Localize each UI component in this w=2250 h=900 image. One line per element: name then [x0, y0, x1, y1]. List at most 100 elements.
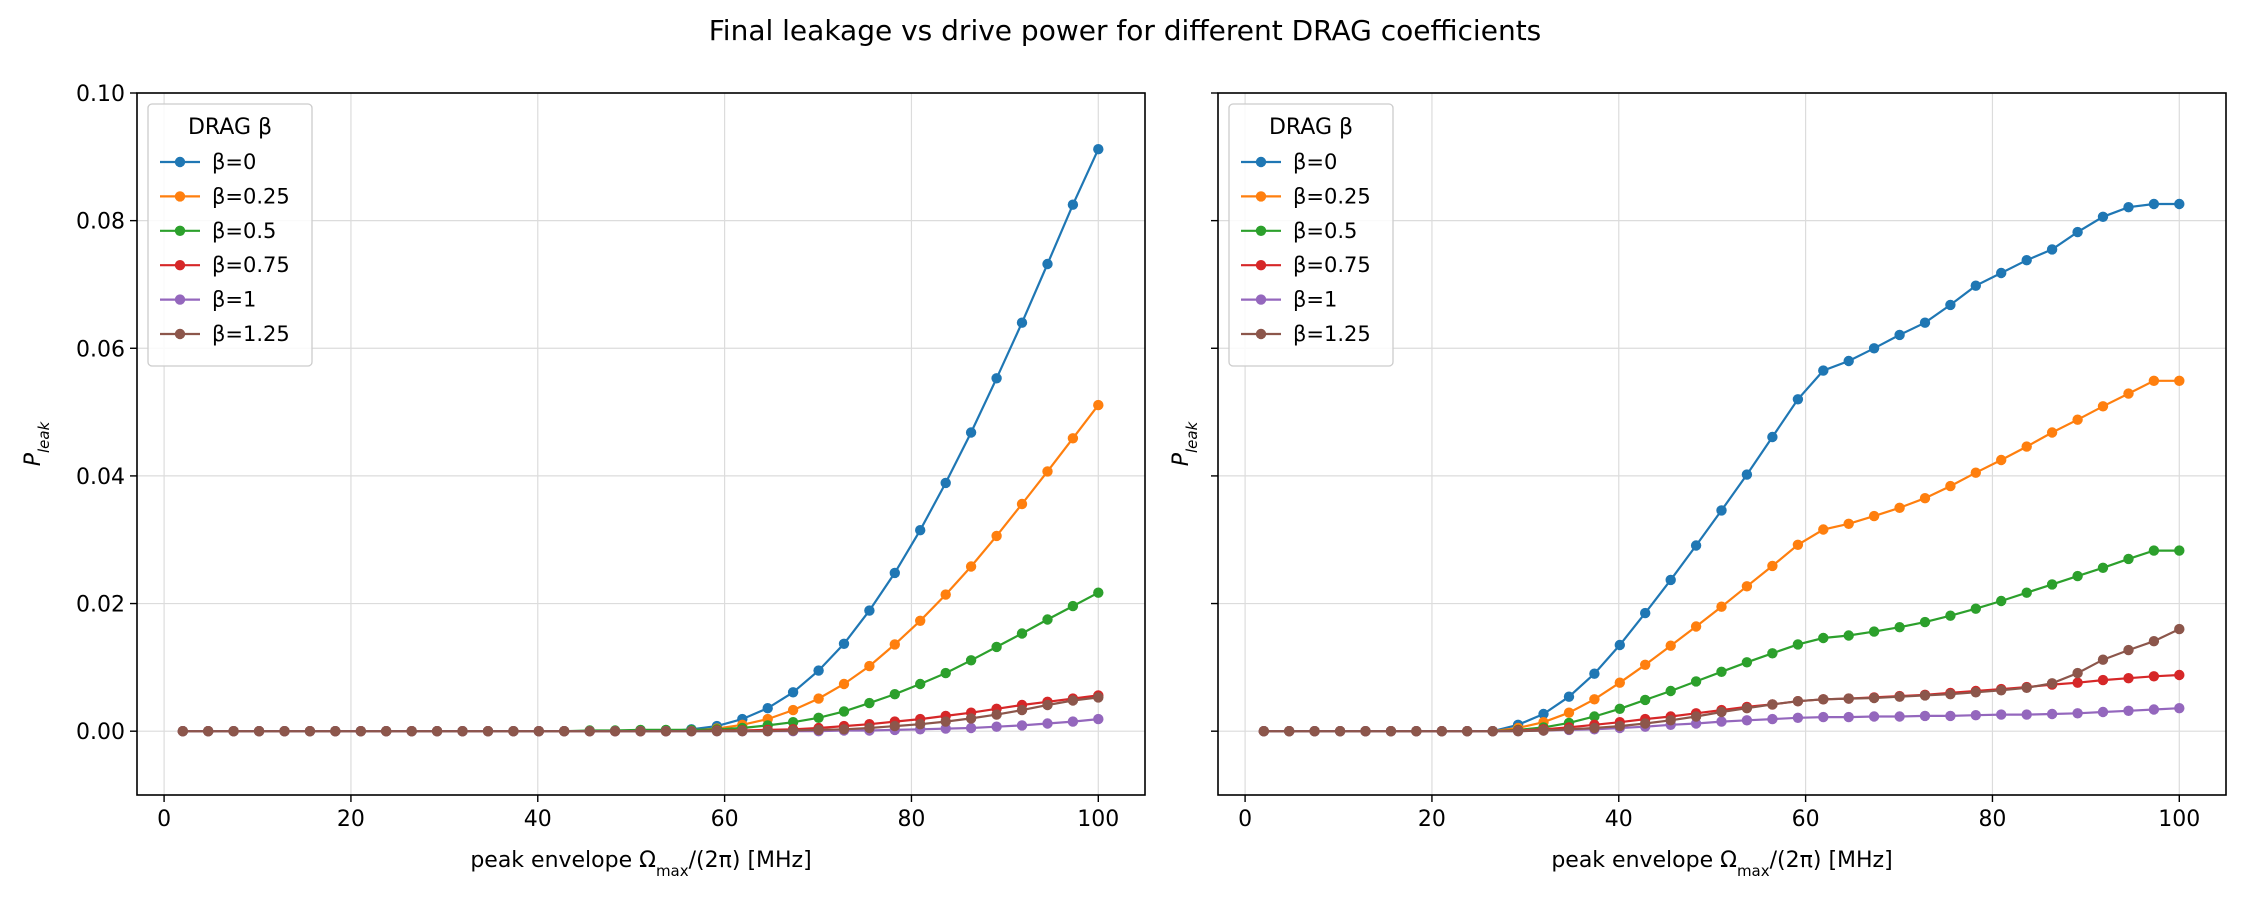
data-point: [1792, 696, 1804, 707]
data-point: [1042, 699, 1053, 711]
data-point: [1690, 676, 1702, 687]
data-point: [2123, 673, 2134, 684]
data-point: [1462, 726, 1473, 737]
data-point: [1563, 724, 1575, 735]
data-point: [1334, 726, 1346, 737]
x-tick-label: 60: [711, 807, 739, 832]
data-point: [762, 703, 773, 714]
data-point: [2148, 636, 2160, 647]
legend-label: β=0: [212, 150, 256, 174]
data-point: [2123, 202, 2134, 213]
x-tick-label: 100: [2158, 807, 2200, 832]
data-point: [1970, 687, 1982, 698]
data-point: [1792, 639, 1804, 650]
legend-item: β=0.75: [1241, 253, 1371, 277]
data-point: [203, 726, 214, 737]
data-point: [1614, 677, 1626, 688]
legend: DRAG β β=0 β=0.25 β=0.5 β=0.75 β=1 β=1.25: [147, 103, 313, 367]
data-point: [838, 638, 850, 649]
legend-item: β=0.25: [160, 184, 290, 208]
data-point: [1818, 711, 1829, 723]
data-point: [813, 724, 824, 736]
data-point: [431, 726, 443, 737]
data-point: [1945, 689, 1956, 700]
data-point: [1067, 716, 1079, 727]
data-point: [915, 678, 926, 690]
data-point: [660, 726, 672, 737]
legend-item: β=1.25: [1241, 322, 1371, 346]
y-ticks: 0.00 0.02 0.04 0.06 0.08 0.10: [76, 82, 137, 745]
axes-frame: [1217, 92, 2227, 796]
legend-swatch-marker: [1255, 260, 1267, 271]
data-point: [787, 704, 799, 716]
data-point: [1284, 726, 1295, 737]
legend-label: β=0.25: [212, 184, 290, 208]
data-point: [991, 641, 1002, 653]
data-point: [1093, 399, 1104, 411]
y-ticks: [1211, 92, 1218, 732]
data-point: [838, 706, 850, 717]
data-point: [559, 726, 570, 737]
data-point: [1538, 708, 1549, 720]
data-point: [2097, 674, 2109, 686]
x-tick-label: 80: [897, 807, 925, 832]
legend-item: β=0.75: [160, 253, 290, 277]
data-point: [2072, 414, 2083, 425]
data-point: [2174, 703, 2185, 714]
x-axis-label: peak envelope Ωmax/(2π) [MHz]: [1551, 848, 1892, 880]
data-point: [1016, 720, 1028, 731]
data-point: [1716, 706, 1727, 718]
data-point: [1767, 560, 1778, 572]
data-point: [253, 726, 265, 737]
data-point: [864, 697, 875, 709]
data-point: [915, 615, 926, 626]
data-point: [2046, 678, 2058, 689]
data-point: [1970, 603, 1982, 614]
data-point: [940, 477, 951, 489]
data-point: [1970, 710, 1982, 721]
data-point: [889, 720, 900, 732]
data-point: [1512, 726, 1524, 737]
data-point: [2021, 441, 2032, 452]
data-point: [1016, 317, 1028, 328]
legend-label: β=0.5: [212, 219, 276, 243]
legend-swatch-marker: [174, 225, 186, 236]
data-point: [330, 726, 341, 737]
data-point: [1093, 144, 1104, 155]
x-axis-label: peak envelope Ωmax/(2π) [MHz]: [470, 848, 811, 880]
data-point: [2148, 198, 2160, 210]
data-point: [940, 716, 951, 727]
data-point: [1767, 713, 1778, 725]
data-point: [1818, 524, 1829, 535]
data-point: [1970, 467, 1982, 478]
data-point: [1360, 726, 1371, 737]
data-point: [2174, 545, 2185, 556]
data-point: [991, 721, 1002, 732]
data-point: [304, 726, 316, 737]
legend-item: β=0.5: [160, 219, 276, 243]
data-point: [991, 530, 1002, 542]
data-point: [1945, 710, 1956, 722]
data-point: [1945, 299, 1956, 311]
data-point: [965, 427, 977, 438]
legend-swatch-marker: [1255, 225, 1267, 236]
data-point: [737, 726, 748, 737]
data-point: [406, 726, 417, 737]
legend-label: β=1.25: [1293, 322, 1371, 346]
data-point: [1665, 685, 1676, 697]
data-point: [787, 687, 799, 698]
data-point: [1614, 703, 1626, 714]
x-tick-label: 20: [1418, 807, 1446, 832]
data-point: [508, 726, 519, 737]
right-chart-panel: 0 20 40 60 80 100 peak envelope Ωmax/(2π) [MHz…: [1169, 92, 2227, 880]
data-point: [1042, 718, 1053, 729]
data-point: [609, 726, 621, 737]
data-point: [1767, 648, 1778, 659]
data-point: [1741, 715, 1753, 726]
legend-title: DRAG β: [1269, 115, 1353, 140]
data-point: [889, 689, 900, 700]
data-point: [1767, 699, 1778, 710]
x-ticks: 0 20 40 60 80 100: [1238, 795, 2200, 832]
data-point: [711, 726, 723, 737]
legend-swatch-marker: [1255, 156, 1267, 168]
